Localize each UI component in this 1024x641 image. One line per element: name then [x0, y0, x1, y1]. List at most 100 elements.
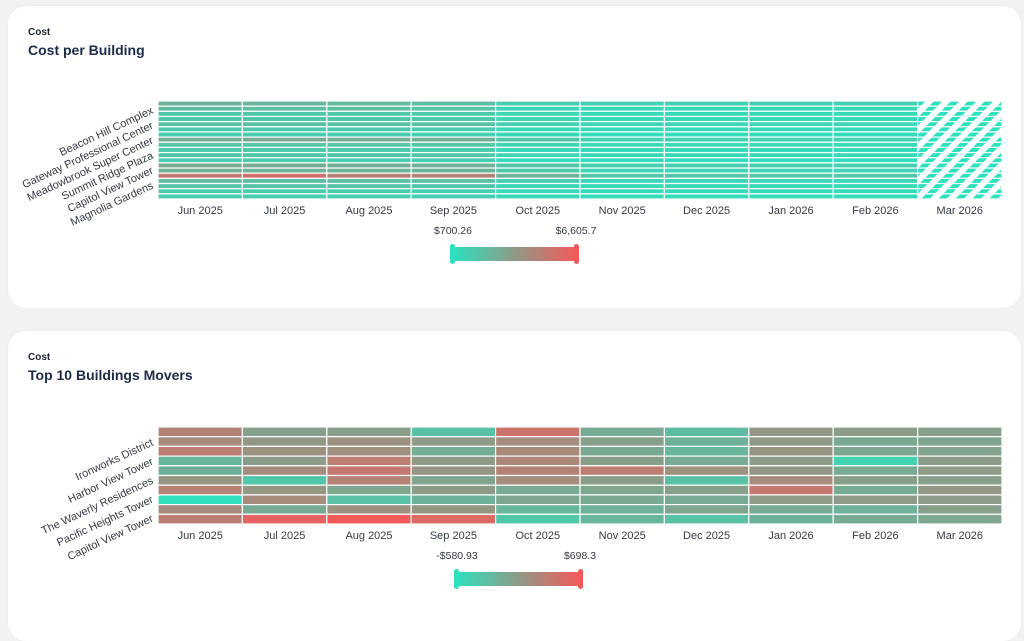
legend-max-handle[interactable]: [574, 244, 579, 264]
heatmap-cell[interactable]: [916, 455, 1003, 467]
heatmap-cell[interactable]: [241, 455, 328, 467]
heatmap-cell[interactable]: [832, 455, 919, 467]
heatmap-cell[interactable]: [410, 455, 497, 467]
heatmap-cell[interactable]: [579, 426, 666, 438]
heatmap-cell[interactable]: [832, 504, 919, 515]
heatmap-cell[interactable]: [410, 494, 497, 506]
heatmap-cell[interactable]: [157, 445, 244, 457]
heatmap-cell[interactable]: [832, 445, 919, 457]
heatmap-cell[interactable]: [832, 426, 919, 438]
heatmap-cell[interactable]: [832, 465, 919, 477]
heatmap-cell[interactable]: [663, 504, 750, 515]
heatmap-cell[interactable]: [410, 513, 497, 525]
heatmap-cell[interactable]: [663, 426, 750, 438]
heatmap-cell[interactable]: [832, 436, 919, 448]
heatmap-cell[interactable]: [663, 455, 750, 467]
heatmap-cell[interactable]: [157, 504, 244, 515]
heatmap-cell[interactable]: [579, 494, 666, 506]
heatmap-cell[interactable]: [663, 445, 750, 457]
heatmap-cell[interactable]: [410, 465, 497, 477]
heatmap-cell[interactable]: [241, 474, 328, 486]
heatmap-cell[interactable]: [916, 426, 1003, 438]
heatmap-cell[interactable]: [326, 474, 412, 486]
heatmap-cell[interactable]: [157, 474, 244, 486]
heatmap-cell[interactable]: [410, 436, 497, 448]
heatmap-cell[interactable]: [495, 494, 581, 506]
heatmap-cell[interactable]: [326, 426, 412, 438]
heatmap-cell[interactable]: [832, 484, 919, 496]
heatmap-cell[interactable]: [410, 426, 497, 438]
heatmap-cell[interactable]: [241, 484, 328, 496]
heatmap-cell[interactable]: [916, 445, 1003, 457]
heatmap-cell[interactable]: [410, 474, 497, 486]
heatmap-cell[interactable]: [832, 513, 919, 525]
heatmap-cell[interactable]: [157, 484, 244, 496]
heatmap-cell[interactable]: [916, 465, 1003, 477]
heatmap-cell[interactable]: [157, 513, 244, 525]
heatmap-cell[interactable]: [663, 484, 750, 496]
heatmap-cell[interactable]: [832, 474, 919, 486]
heatmap-cell[interactable]: [157, 455, 244, 467]
heatmap-cell[interactable]: [495, 484, 581, 496]
heatmap-cell[interactable]: [326, 504, 412, 515]
heatmap-cell[interactable]: [916, 436, 1003, 448]
heatmap-cell[interactable]: [326, 494, 412, 506]
heatmap-cell[interactable]: [241, 513, 328, 525]
heatmap-cell[interactable]: [916, 494, 1003, 506]
heatmap-cell[interactable]: [663, 494, 750, 506]
heatmap-cell[interactable]: [579, 484, 666, 496]
heatmap-cell[interactable]: [495, 513, 581, 525]
heatmap-cell[interactable]: [326, 484, 412, 496]
heatmap-cell[interactable]: [326, 445, 412, 457]
heatmap-cell[interactable]: [241, 494, 328, 506]
heatmap-cell[interactable]: [410, 445, 497, 457]
heatmap-cell[interactable]: [579, 436, 666, 448]
heatmap-cell[interactable]: [748, 513, 834, 525]
heatmap-cell[interactable]: [579, 455, 666, 467]
heatmap-cell[interactable]: [326, 436, 412, 448]
heatmap-cell[interactable]: [241, 436, 328, 448]
heatmap-cell[interactable]: [157, 465, 244, 477]
heatmap-cell[interactable]: [410, 504, 497, 515]
heatmap-cell[interactable]: [241, 445, 328, 457]
heatmap-cell[interactable]: [579, 474, 666, 486]
heatmap-cell[interactable]: [495, 504, 581, 515]
heatmap-cell[interactable]: [663, 436, 750, 448]
heatmap-cell[interactable]: [495, 426, 581, 438]
heatmap-cell[interactable]: [748, 474, 834, 486]
heatmap-cell[interactable]: [326, 513, 412, 525]
heatmap-cell[interactable]: [916, 193, 1003, 200]
heatmap-cell[interactable]: [495, 436, 581, 448]
heatmap-cell[interactable]: [663, 465, 750, 477]
legend-min-handle[interactable]: [454, 569, 459, 589]
heatmap-cell[interactable]: [832, 494, 919, 506]
legend-max-handle[interactable]: [578, 569, 583, 589]
heatmap-cell[interactable]: [579, 445, 666, 457]
heatmap-cell[interactable]: [748, 484, 834, 496]
heatmap-cell[interactable]: [748, 455, 834, 467]
heatmap-cell[interactable]: [748, 445, 834, 457]
heatmap-cell[interactable]: [326, 455, 412, 467]
heatmap-cell[interactable]: [748, 494, 834, 506]
heatmap-cell[interactable]: [157, 494, 244, 506]
heatmap-cell[interactable]: [241, 426, 328, 438]
heatmap-cell[interactable]: [663, 513, 750, 525]
heatmap-cell[interactable]: [579, 513, 666, 525]
heatmap-cell[interactable]: [241, 504, 328, 515]
heatmap-cell[interactable]: [241, 465, 328, 477]
heatmap-cell[interactable]: [495, 465, 581, 477]
heatmap-cell[interactable]: [748, 504, 834, 515]
heatmap-cell[interactable]: [916, 474, 1003, 486]
heatmap-cell[interactable]: [916, 484, 1003, 496]
heatmap-cell[interactable]: [916, 504, 1003, 515]
heatmap-cell[interactable]: [495, 455, 581, 467]
heatmap-cell[interactable]: [748, 426, 834, 438]
legend-min-handle[interactable]: [450, 244, 455, 264]
heatmap-cell[interactable]: [157, 436, 244, 448]
heatmap-cell[interactable]: [916, 513, 1003, 525]
heatmap-cell[interactable]: [748, 465, 834, 477]
heatmap-cell[interactable]: [410, 484, 497, 496]
heatmap-cell[interactable]: [157, 426, 244, 438]
heatmap-cell[interactable]: [579, 504, 666, 515]
heatmap-cell[interactable]: [748, 436, 834, 448]
